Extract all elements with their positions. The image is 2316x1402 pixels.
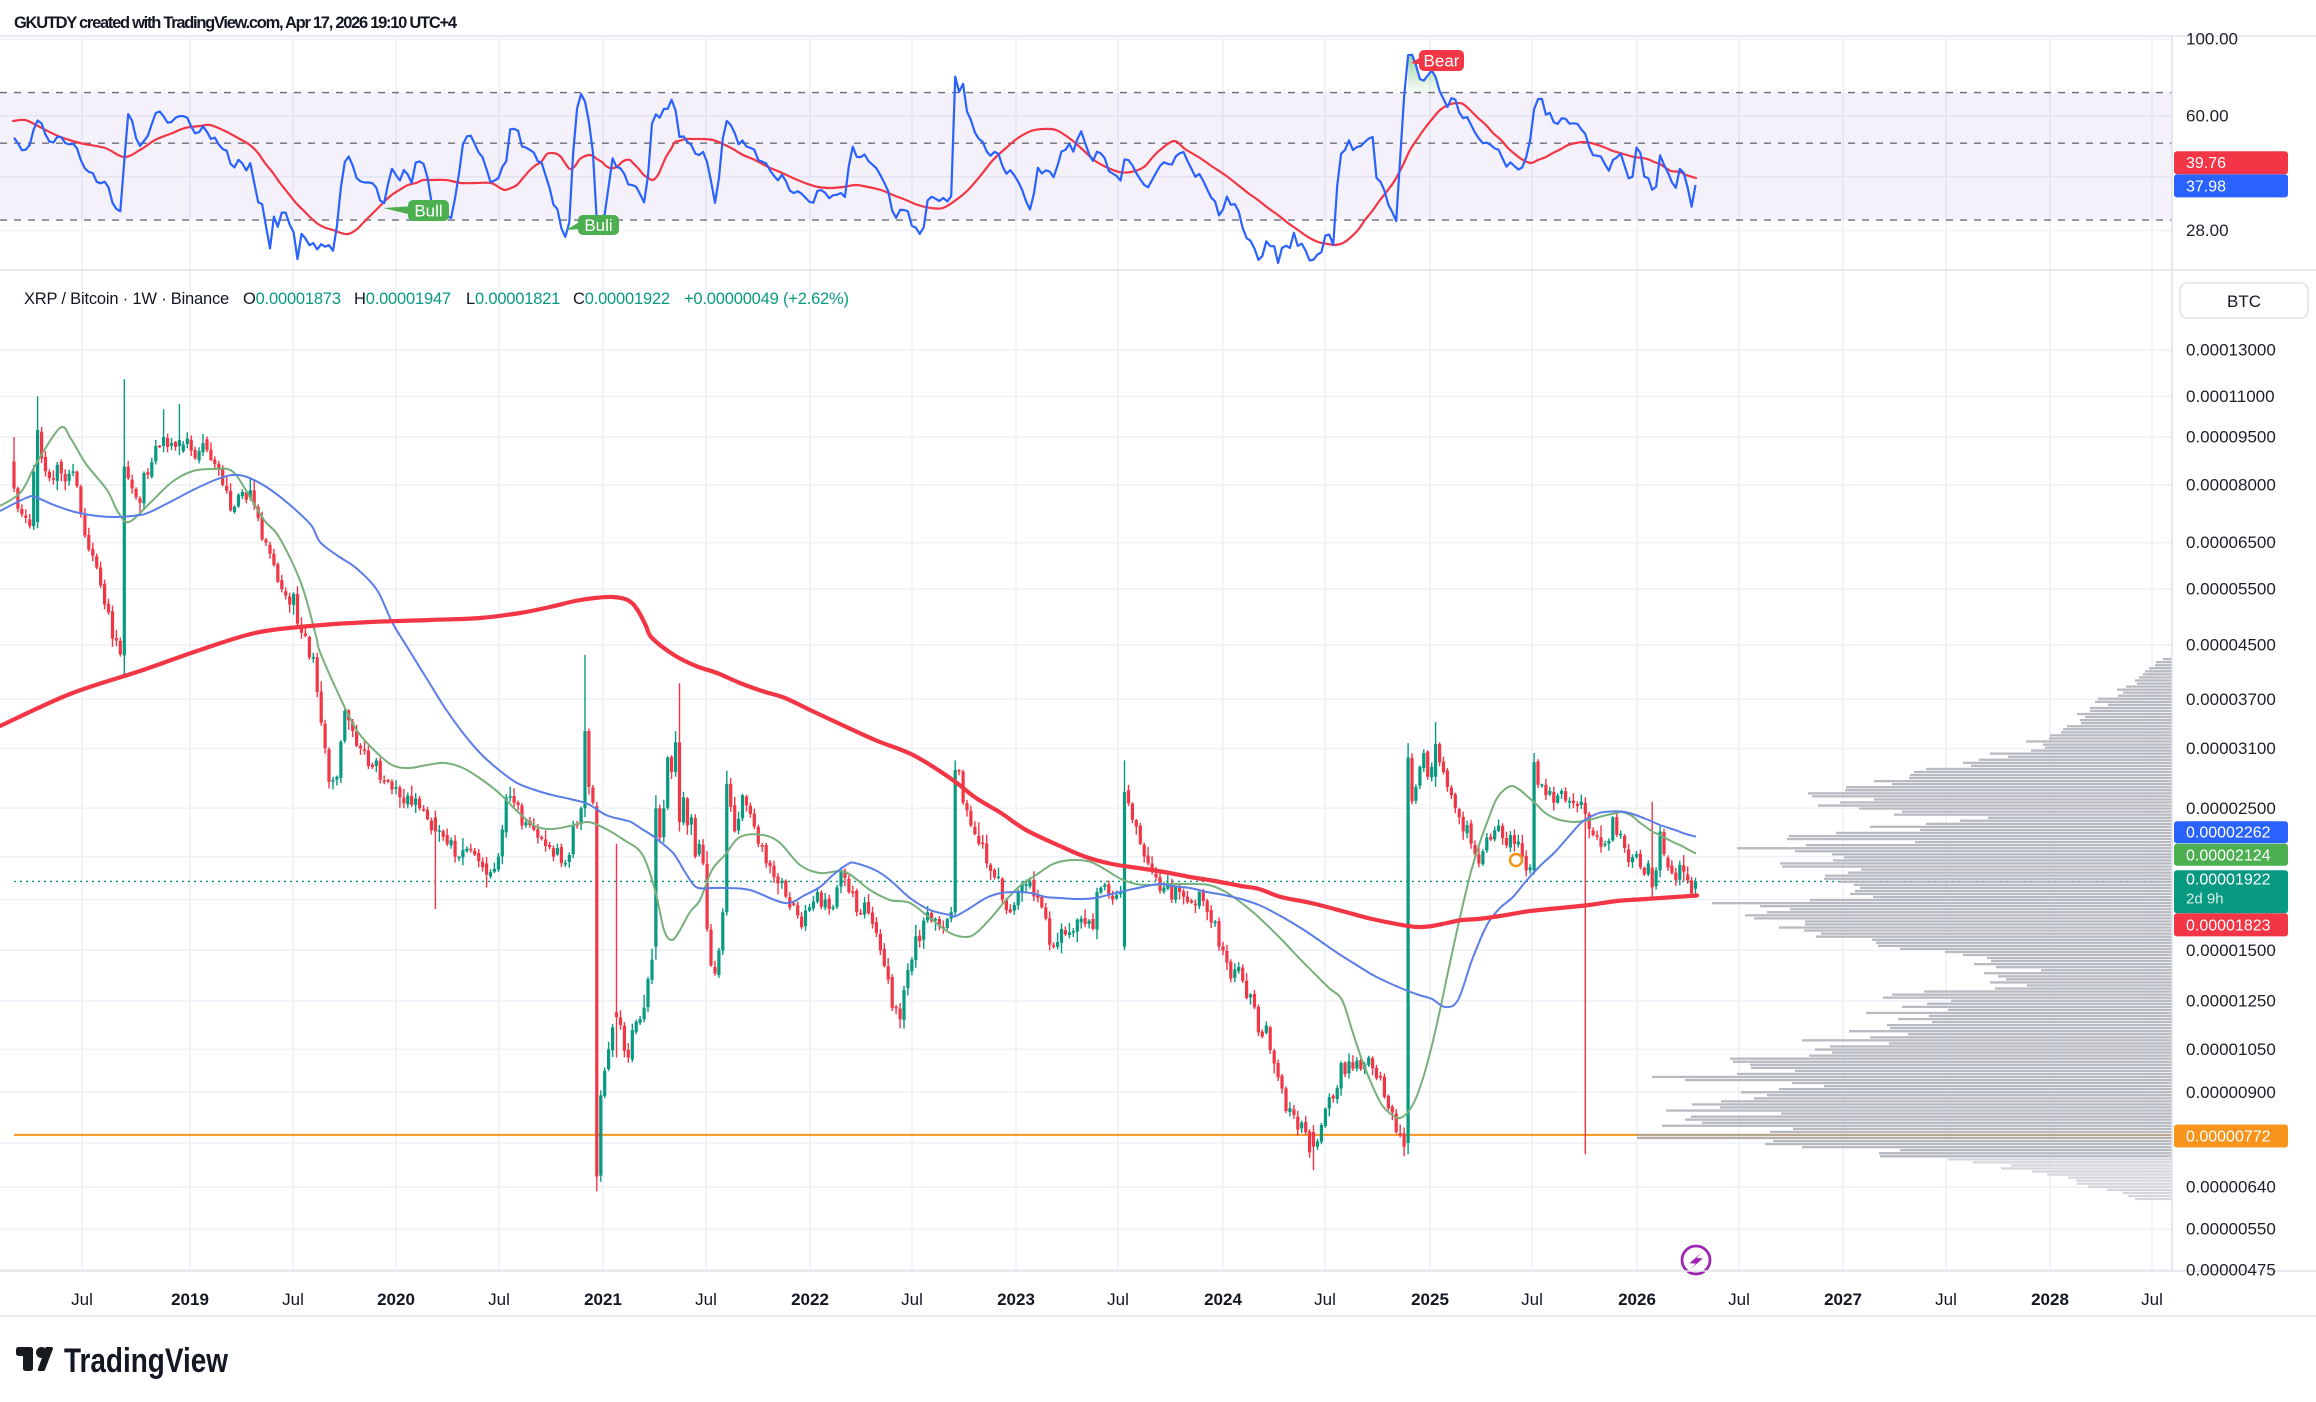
svg-text:0.00004500: 0.00004500 bbox=[2186, 635, 2276, 654]
svg-text:C0.00001922: C0.00001922 bbox=[573, 290, 670, 308]
svg-text:0.00001823: 0.00001823 bbox=[2186, 917, 2271, 934]
svg-text:0.00001250: 0.00001250 bbox=[2186, 992, 2276, 1011]
svg-text:Jul: Jul bbox=[1728, 1290, 1750, 1309]
svg-text:0.00002124: 0.00002124 bbox=[2186, 847, 2271, 864]
svg-text:2027: 2027 bbox=[1824, 1290, 1862, 1309]
svg-text:0.00003100: 0.00003100 bbox=[2186, 739, 2276, 758]
svg-text:0.00000640: 0.00000640 bbox=[2186, 1178, 2276, 1197]
svg-text:Buli: Buli bbox=[584, 216, 612, 235]
svg-text:Jul: Jul bbox=[1935, 1290, 1957, 1309]
svg-text:Jul: Jul bbox=[282, 1290, 304, 1309]
svg-text:Jul: Jul bbox=[71, 1290, 93, 1309]
svg-text:L0.00001821: L0.00001821 bbox=[466, 290, 560, 308]
svg-text:100.00: 100.00 bbox=[2186, 30, 2238, 49]
svg-text:0.00005500: 0.00005500 bbox=[2186, 580, 2276, 599]
svg-text:0.00000550: 0.00000550 bbox=[2186, 1220, 2276, 1239]
svg-text:0.00001922: 0.00001922 bbox=[2186, 872, 2271, 889]
svg-text:0.00000475: 0.00000475 bbox=[2186, 1261, 2276, 1280]
svg-text:Jul: Jul bbox=[1314, 1290, 1336, 1309]
svg-text:Jul: Jul bbox=[901, 1290, 923, 1309]
svg-text:0.00002262: 0.00002262 bbox=[2186, 825, 2271, 842]
svg-text:Bear: Bear bbox=[1424, 52, 1460, 71]
svg-text:TradingView: TradingView bbox=[64, 1342, 228, 1380]
svg-text:0.00013000: 0.00013000 bbox=[2186, 340, 2276, 359]
svg-text:Jul: Jul bbox=[488, 1290, 510, 1309]
svg-text:2026: 2026 bbox=[1618, 1290, 1656, 1309]
svg-text:0.00006500: 0.00006500 bbox=[2186, 533, 2276, 552]
svg-text:0.00009500: 0.00009500 bbox=[2186, 428, 2276, 447]
svg-text:O0.00001873: O0.00001873 bbox=[243, 290, 341, 308]
svg-text:37.98: 37.98 bbox=[2186, 178, 2226, 195]
svg-text:2d 9h: 2d 9h bbox=[2186, 891, 2224, 908]
svg-text:60.00: 60.00 bbox=[2186, 106, 2229, 125]
svg-text:GKUTDY created with TradingVie: GKUTDY created with TradingView.com, Apr… bbox=[14, 14, 458, 32]
svg-text:Jul: Jul bbox=[1107, 1290, 1129, 1309]
svg-text:0.00001500: 0.00001500 bbox=[2186, 941, 2276, 960]
svg-text:Bull: Bull bbox=[414, 202, 442, 221]
svg-text:2022: 2022 bbox=[791, 1290, 829, 1309]
svg-text:0.00002500: 0.00002500 bbox=[2186, 799, 2276, 818]
svg-text:2021: 2021 bbox=[584, 1290, 622, 1309]
svg-text:0.00001050: 0.00001050 bbox=[2186, 1040, 2276, 1059]
svg-text:Jul: Jul bbox=[1521, 1290, 1543, 1309]
svg-text:2025: 2025 bbox=[1411, 1290, 1449, 1309]
svg-text:2024: 2024 bbox=[1204, 1290, 1242, 1309]
svg-text:2020: 2020 bbox=[377, 1290, 415, 1309]
svg-text:2019: 2019 bbox=[171, 1290, 209, 1309]
svg-text:0.00000900: 0.00000900 bbox=[2186, 1083, 2276, 1102]
svg-text:0.00000772: 0.00000772 bbox=[2186, 1129, 2271, 1146]
svg-text:BTC: BTC bbox=[2227, 292, 2261, 311]
svg-text:2028: 2028 bbox=[2031, 1290, 2069, 1309]
svg-text:H0.00001947: H0.00001947 bbox=[354, 290, 451, 308]
svg-text:XRP / Bitcoin · 1W · Binance: XRP / Bitcoin · 1W · Binance bbox=[24, 290, 229, 308]
svg-text:0.00003700: 0.00003700 bbox=[2186, 690, 2276, 709]
svg-text:0.00011000: 0.00011000 bbox=[2186, 387, 2275, 406]
svg-text:Jul: Jul bbox=[695, 1290, 717, 1309]
svg-text:+0.00000049 (+2.62%): +0.00000049 (+2.62%) bbox=[684, 290, 849, 308]
svg-text:Jul: Jul bbox=[2141, 1290, 2163, 1309]
svg-text:2023: 2023 bbox=[997, 1290, 1035, 1309]
svg-text:39.76: 39.76 bbox=[2186, 155, 2226, 172]
svg-text:28.00: 28.00 bbox=[2186, 221, 2229, 240]
svg-text:0.00008000: 0.00008000 bbox=[2186, 475, 2276, 494]
